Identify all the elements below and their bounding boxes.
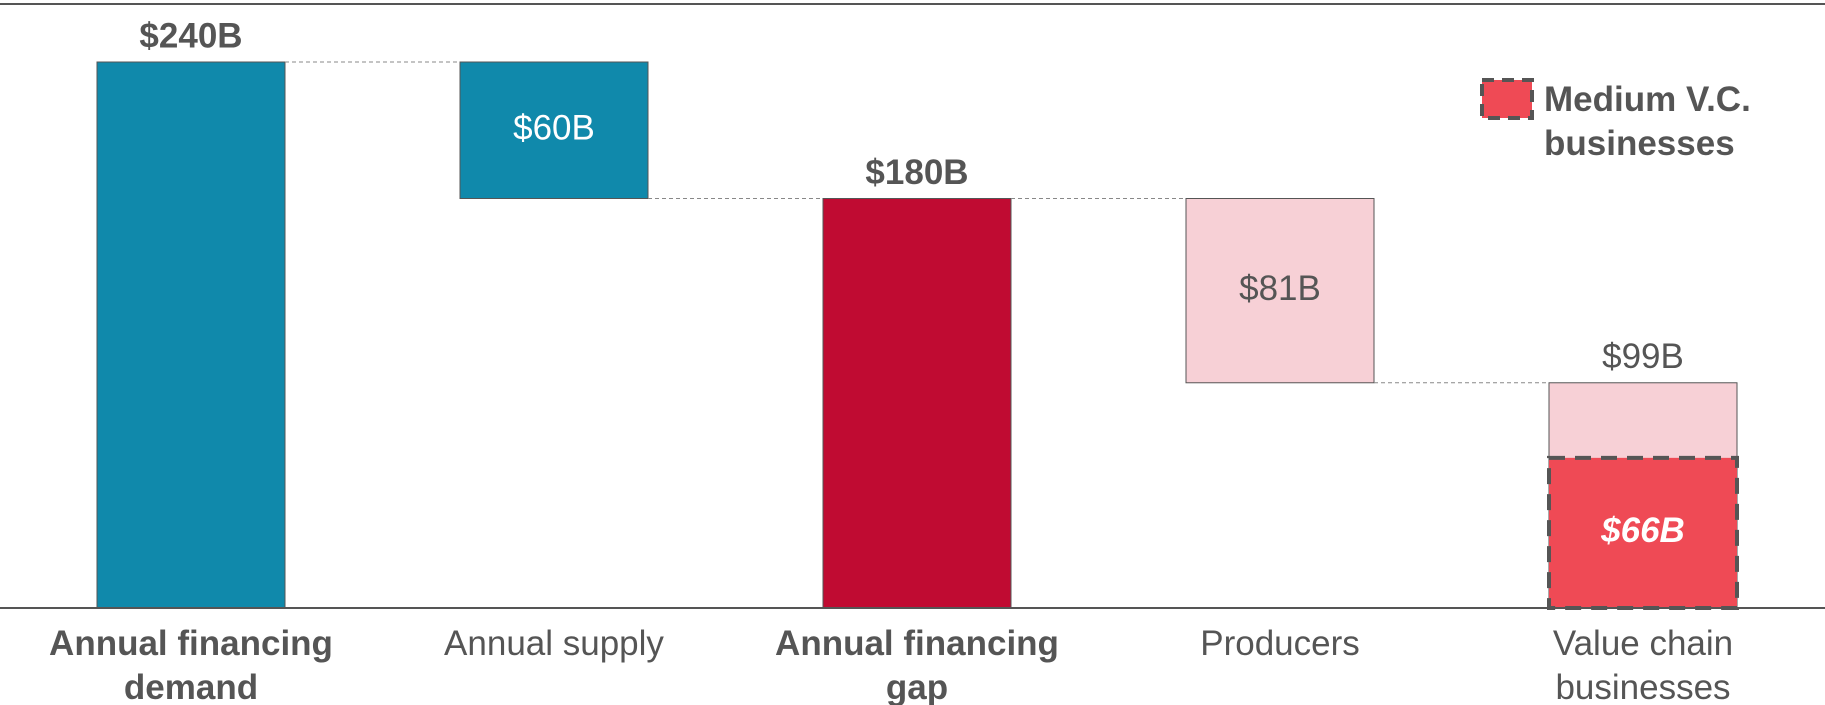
value-label: $240B <box>139 16 242 55</box>
segment <box>1547 455 1739 610</box>
segment-label: $66B <box>1600 511 1685 550</box>
legend-label: Medium V.C. businesses <box>1544 80 1751 163</box>
x-tick-label: Annual supply <box>444 624 664 663</box>
x-tick-label: Value chain businesses <box>1552 624 1734 705</box>
value-label: $99B <box>1602 337 1684 376</box>
bar <box>459 61 649 199</box>
x-tick-label: Producers <box>1200 624 1360 663</box>
value-label: $180B <box>865 153 968 192</box>
x-tick-label: Annual financing demand <box>49 624 333 705</box>
bar <box>822 198 1012 609</box>
bar <box>1185 198 1375 384</box>
value-label: $81B <box>1239 269 1321 308</box>
bar <box>96 61 286 609</box>
legend-swatch <box>1480 78 1534 120</box>
x-tick-label: Annual financing gap <box>775 624 1059 705</box>
value-label: $60B <box>513 109 595 148</box>
